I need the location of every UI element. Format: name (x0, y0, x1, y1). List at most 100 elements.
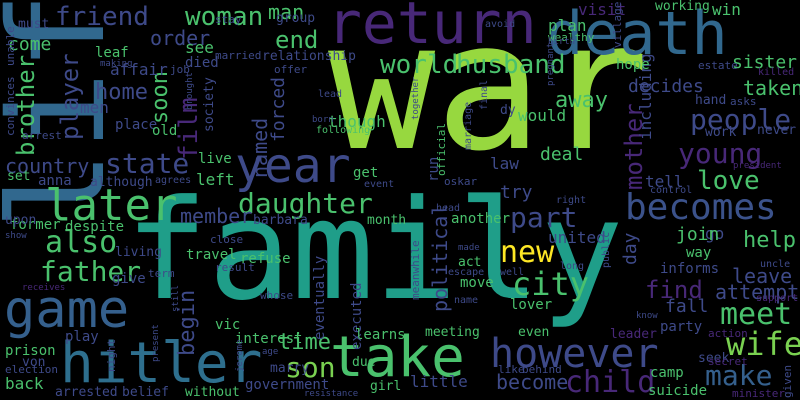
word-arrest: arrest (22, 129, 62, 142)
word-though: though (328, 112, 386, 131)
word-living: living (115, 245, 162, 260)
word-lead: lead (318, 89, 343, 100)
word-dy: dy (500, 103, 516, 118)
word-camp: camp (650, 365, 684, 381)
word-old: old (152, 123, 178, 139)
word-move: move (460, 275, 494, 291)
word-leave: leave (732, 264, 793, 288)
word-political: political (428, 203, 452, 312)
word-marriage: marriage (463, 101, 474, 150)
word-anna: anna (38, 173, 72, 189)
word-man: man (268, 0, 305, 24)
word-public: public (601, 231, 612, 268)
word-made: made (458, 243, 480, 253)
word-meanwhile: meanwhile (409, 240, 422, 300)
word-vic: vic (215, 317, 241, 333)
word-event: event (364, 179, 395, 190)
word-village: village (611, 1, 624, 48)
word-act: act (458, 255, 482, 270)
word-killed: killed (758, 67, 795, 78)
word-offer: offer (274, 63, 308, 76)
word-result: result (215, 261, 255, 274)
word-young: young (678, 137, 763, 170)
word-state: state (105, 147, 190, 180)
word-united: united (548, 228, 606, 247)
word-escape: escape (448, 267, 485, 278)
word-support: support (756, 293, 799, 304)
word-away: away (555, 88, 608, 113)
word-despite: despite (65, 219, 125, 235)
word-still: still (171, 284, 181, 312)
word-hope: hope (616, 57, 650, 73)
word-like: like (498, 363, 525, 376)
word-arrested: arrested (55, 385, 118, 400)
word-decides: decides (628, 76, 704, 97)
word-meet: meet (720, 297, 793, 332)
word-work: work (705, 125, 737, 140)
word-love: love (697, 166, 760, 196)
word-taken: taken (743, 76, 800, 100)
word-died: died (185, 55, 219, 71)
word-war: war (328, 0, 650, 190)
word-never: never (757, 123, 797, 138)
word-brought: brought (185, 72, 195, 110)
word-suicide: suicide (648, 383, 708, 399)
word-oskar: oskar (444, 175, 478, 188)
word-control: control (650, 185, 693, 196)
word-agrees: agrees (155, 175, 192, 186)
word-husband: husband (456, 50, 566, 80)
word-name: name (454, 295, 479, 306)
word-law: law (490, 154, 519, 173)
word-people: people (690, 103, 792, 136)
word-hitler: hitler (60, 331, 263, 396)
word-official: official (435, 123, 448, 176)
word-place: place (115, 117, 158, 133)
word-tell: tell (645, 172, 684, 191)
word-wealthy: wealthy (548, 31, 595, 44)
word-pregnant: pregnant (546, 42, 556, 86)
word-city: city (512, 265, 590, 303)
word-help: help (743, 228, 796, 253)
word-unable: unable (4, 26, 17, 66)
word-son: son (285, 351, 336, 384)
word-try: try (500, 182, 533, 203)
word-attempt: attempt (715, 280, 800, 304)
word-deal: deal (540, 144, 584, 165)
word-behind: behind (522, 363, 562, 376)
word-asks: asks (730, 95, 757, 108)
word-daughter: daughter (238, 187, 373, 220)
word-von: von (22, 355, 46, 370)
word-would: would (518, 106, 567, 125)
word-death: death (547, 0, 728, 69)
word-day: day (620, 232, 641, 265)
word-time: time (278, 330, 331, 355)
word-refuse: refuse (240, 251, 291, 267)
word-little: little (410, 372, 468, 391)
word-prison: prison (5, 343, 56, 359)
word-take: take (330, 325, 465, 390)
word-minister: minister (732, 387, 785, 400)
word-named: named (248, 117, 272, 178)
word-see: see (185, 38, 214, 57)
word-order: order (150, 26, 211, 50)
word-job: job (170, 63, 190, 76)
word-former: former (10, 217, 61, 233)
word-due: due (352, 355, 376, 370)
word-election: election (5, 363, 58, 376)
word-world: world (380, 50, 459, 80)
word-belief: belief (122, 385, 169, 400)
word-right: right (556, 195, 587, 206)
word-making: making (100, 59, 133, 69)
word-end: end (275, 26, 319, 54)
word-find: find (645, 276, 703, 304)
word-father: father (40, 255, 142, 288)
word-night: night (105, 338, 118, 372)
word-well: well (500, 267, 525, 278)
word-becomes: becomes (625, 187, 777, 228)
word-final: final (479, 79, 490, 110)
word-birth: birth (548, 37, 576, 47)
word-wife: wife (726, 325, 800, 363)
word-head: head (436, 203, 461, 214)
word-without: without (185, 385, 240, 400)
